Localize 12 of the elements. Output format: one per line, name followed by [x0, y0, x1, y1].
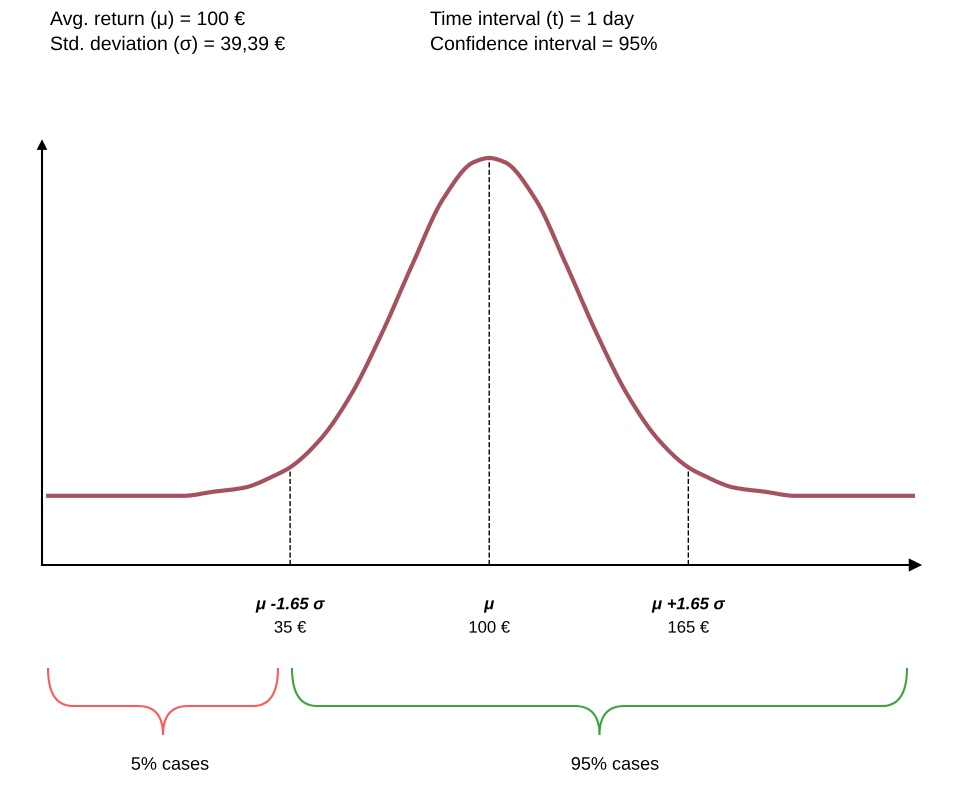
x-tick-label: 35 € — [274, 620, 306, 633]
text: Std. deviation (σ) = 39,39 € — [50, 36, 285, 54]
ref-line-label: μ +1.65 σ — [652, 598, 726, 613]
text: Confidence interval = 95% — [430, 36, 657, 50]
ref-line-label: μ — [484, 600, 494, 613]
text: Avg. return (μ) = 100 € — [50, 10, 245, 30]
ref-line-label: μ -1.65 σ — [256, 598, 325, 613]
text: Time interval (t) = 1 day — [430, 10, 634, 30]
x-tick-label: 100 € — [470, 620, 510, 633]
text: 95% cases — [572, 757, 659, 770]
x-tick-label: 165 € — [668, 620, 709, 633]
text: 5% cases — [132, 757, 208, 770]
